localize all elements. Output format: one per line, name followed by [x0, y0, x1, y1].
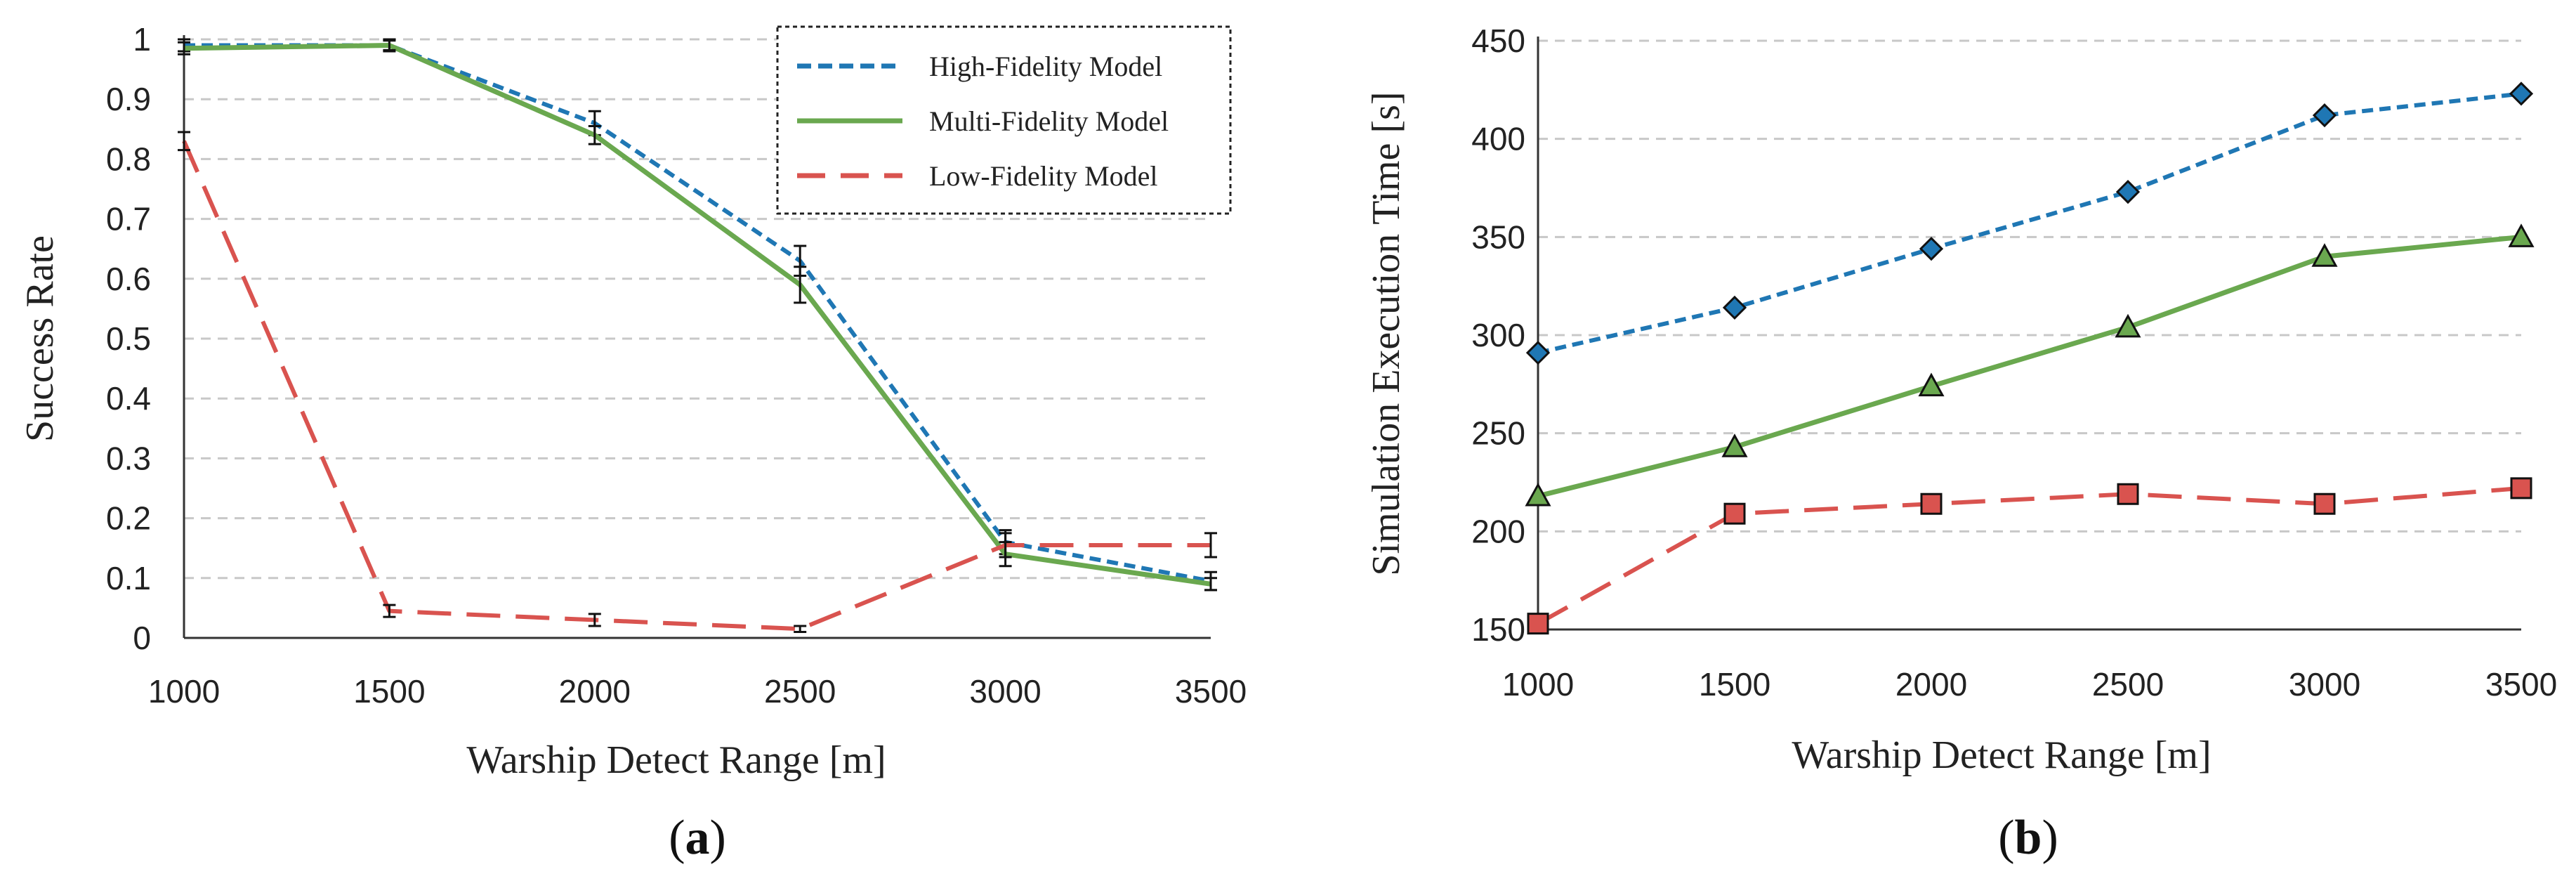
point-square	[2117, 483, 2139, 505]
point-triangle	[1918, 372, 1945, 397]
y-tick-label: 1	[133, 21, 151, 58]
point-diamond	[1722, 295, 1747, 320]
point-square	[1527, 613, 1549, 635]
x-tick-label: 1000	[148, 673, 220, 710]
point-triangle	[2508, 223, 2535, 247]
x-tick-label: 2000	[559, 673, 631, 710]
y-tick-label: 0.8	[106, 141, 151, 177]
y-tick-label: 0	[133, 620, 151, 656]
point-square	[2510, 477, 2532, 500]
legend-label: High-Fidelity Model	[929, 51, 1162, 82]
y-axis-title: Success Rate	[18, 235, 62, 442]
x-tick-label: 3500	[2485, 666, 2557, 703]
y-tick-label: 0.1	[106, 560, 151, 596]
y-tick-label: 150	[1471, 611, 1525, 648]
y-tick-label: 0.4	[106, 380, 151, 417]
x-tick-label: 1500	[353, 673, 425, 710]
y-tick-label: 0.5	[106, 320, 151, 357]
x-tick-label: 3000	[969, 673, 1041, 710]
x-tick-label: 2000	[1895, 666, 1967, 703]
point-triangle	[1525, 482, 1551, 507]
x-tick-label: 1500	[1699, 666, 1770, 703]
point-diamond	[2312, 103, 2337, 128]
series-line-multi	[1537, 234, 2522, 499]
point-square	[1723, 502, 1746, 525]
series-line-high	[184, 43, 1211, 584]
point-square	[2313, 492, 2336, 515]
x-tick-label: 3000	[2289, 666, 2360, 703]
chart-panel-a: 0 0.1 0.2 0.3 0.4 0.5 0.6 0.7 0.8 0.9 1 1000 1500 200…	[18, 21, 1247, 865]
y-tick-label: 0.2	[106, 500, 151, 537]
series-line-high	[1537, 91, 2522, 355]
point-diamond	[2509, 81, 2534, 106]
y-tick-label: 0.3	[106, 440, 151, 476]
y-tick-label: 0.6	[106, 261, 151, 297]
point-triangle	[2115, 313, 2141, 338]
x-axis-title: Warship Detect Range [m]	[1792, 733, 2211, 777]
point-square	[1920, 492, 1943, 515]
point-diamond	[2115, 179, 2141, 204]
point-triangle	[2311, 243, 2338, 267]
x-tick-label: 2500	[2092, 666, 2164, 703]
x-axis-title: Warship Detect Range [m]	[466, 738, 886, 782]
legend-label: Multi-Fidelity Model	[929, 105, 1169, 137]
y-tick-label: 400	[1471, 121, 1525, 157]
x-tick-label: 2500	[764, 673, 836, 710]
series-line-multi	[183, 43, 1211, 587]
y-tick-label: 200	[1471, 513, 1525, 549]
point-diamond	[1919, 236, 1944, 261]
y-axis-title: Simulation Execution Time [s]	[1365, 91, 1408, 575]
y-tick-label: 450	[1471, 22, 1525, 59]
y-tick-label: 250	[1471, 415, 1525, 452]
x-tick-label: 3500	[1175, 673, 1247, 710]
y-tick-label: 350	[1471, 218, 1525, 255]
point-triangle	[1721, 433, 1748, 457]
y-tick-label: 300	[1471, 317, 1525, 353]
legend-label: Low-Fidelity Model	[929, 160, 1158, 192]
point-diamond	[1525, 341, 1551, 365]
chart-panel-b: 150 200 250 300 350 400 450 1000 1500 2000 2500 300…	[1365, 22, 2557, 865]
y-tick-label: 0.9	[106, 81, 151, 117]
x-tick-label: 1000	[1502, 666, 1574, 703]
series-line-low	[1537, 485, 2522, 626]
y-tick-label: 0.7	[106, 201, 151, 237]
panel-label: (a)	[669, 811, 726, 865]
panel-label: (b)	[1998, 811, 2058, 865]
